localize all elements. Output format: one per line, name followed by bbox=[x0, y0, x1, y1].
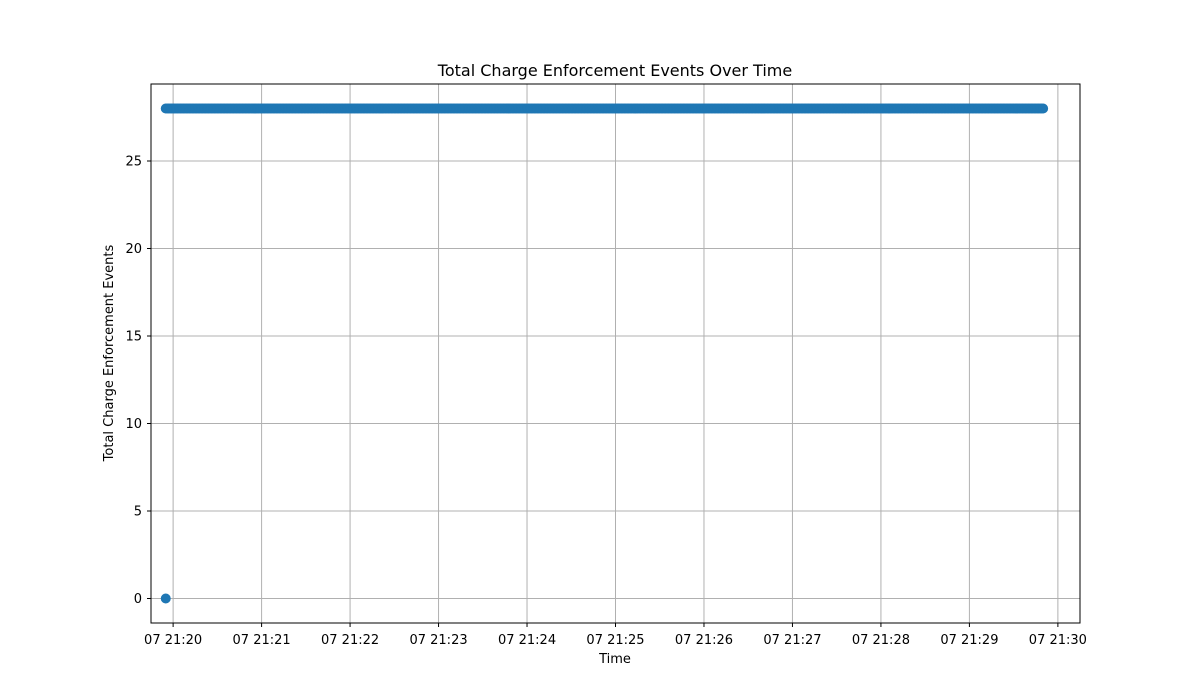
x-axis-label: Time bbox=[598, 652, 631, 667]
y-tick-label: 25 bbox=[125, 155, 142, 170]
y-tick-label: 5 bbox=[134, 505, 142, 520]
x-tick-label: 07 21:26 bbox=[675, 633, 733, 648]
x-tick-label: 07 21:22 bbox=[321, 633, 379, 648]
x-tick-label: 07 21:20 bbox=[144, 633, 202, 648]
y-axis-ticks: 0 5 10 15 20 25 bbox=[125, 155, 151, 607]
x-tick-label: 07 21:29 bbox=[940, 633, 998, 648]
grid bbox=[151, 84, 1080, 623]
x-tick-label: 07 21:27 bbox=[763, 633, 821, 648]
x-tick-label: 07 21:21 bbox=[233, 633, 291, 648]
x-axis-ticks: 07 21:20 07 21:21 07 21:22 07 21:23 07 21:24… bbox=[144, 623, 1087, 648]
y-tick-label: 10 bbox=[125, 417, 142, 432]
data-point bbox=[1038, 103, 1049, 114]
x-tick-label: 07 21:25 bbox=[586, 633, 644, 648]
chart-title: Total Charge Enforcement Events Over Tim… bbox=[437, 61, 792, 80]
y-axis-label: Total Charge Enforcement Events bbox=[102, 244, 117, 462]
data-points bbox=[160, 103, 1049, 604]
y-tick-label: 20 bbox=[125, 242, 142, 257]
data-point bbox=[160, 593, 171, 604]
y-tick-label: 15 bbox=[125, 330, 142, 345]
y-tick-label: 0 bbox=[134, 592, 142, 607]
x-tick-label: 07 21:23 bbox=[409, 633, 467, 648]
x-tick-label: 07 21:30 bbox=[1029, 633, 1087, 648]
x-tick-label: 07 21:24 bbox=[498, 633, 556, 648]
x-tick-label: 07 21:28 bbox=[852, 633, 910, 648]
